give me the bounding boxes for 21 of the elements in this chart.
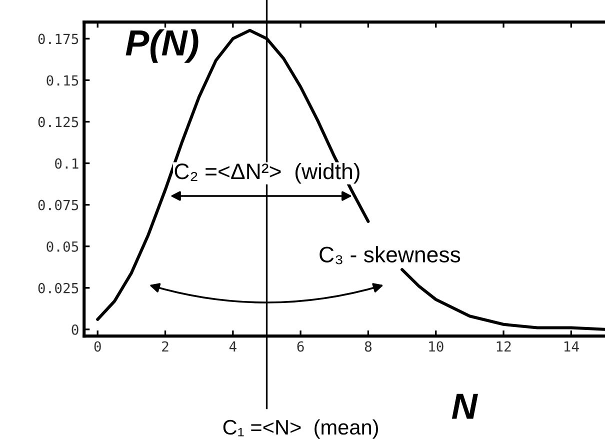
x-tick-label: 14 (564, 341, 579, 352)
x-axis-title: N (452, 394, 478, 419)
y-tick-label: 0.1 (55, 158, 78, 169)
annotation: C₂ =<ΔN²> (width) (174, 162, 360, 184)
x-tick-label: 8 (364, 341, 372, 352)
y-axis-title: P(N) (126, 29, 198, 63)
y-tick-label: 0.05 (46, 241, 78, 252)
y-tick-label: 0.125 (38, 116, 78, 128)
x-tick-label: 10 (429, 341, 444, 352)
annotation: C₃ - skewness (320, 246, 460, 264)
x-tick-label: 12 (496, 341, 511, 352)
ref-line-label: C₁ =<N> (mean) (223, 419, 378, 439)
x-tick-label: 6 (297, 341, 304, 352)
x-tick-label: 2 (162, 341, 168, 352)
y-tick-label: 0.025 (38, 282, 78, 294)
y-tick-label: 0.075 (38, 200, 78, 210)
x-tick-label: 4 (229, 341, 236, 352)
y-tick-label: 0.15 (46, 75, 78, 86)
x-tick-label: 0 (94, 341, 101, 352)
y-tick-label: 0.175 (38, 34, 78, 44)
y-tick-label: 0 (72, 324, 78, 335)
